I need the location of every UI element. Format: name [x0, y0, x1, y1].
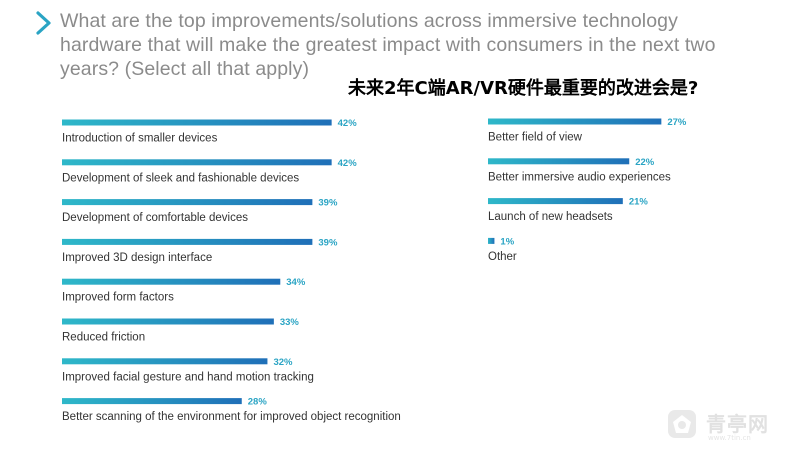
data-label: 1%: [500, 236, 514, 247]
category-label: Improved form factors: [62, 292, 174, 304]
data-label: 32%: [273, 357, 293, 368]
data-label: 39%: [318, 237, 338, 248]
watermark-logo: 青亭网 www.7tin.cn: [666, 406, 788, 446]
data-label: 33%: [280, 317, 300, 328]
data-label: 39%: [318, 198, 338, 209]
category-label: Reduced friction: [62, 332, 145, 344]
bar: [62, 358, 268, 365]
watermark-text: 青亭网: [706, 412, 769, 436]
bar: [62, 318, 274, 325]
bar: [62, 199, 313, 206]
data-label: 22%: [635, 157, 655, 168]
category-label: Better field of view: [488, 132, 583, 144]
category-label: Introduction of smaller devices: [62, 133, 218, 145]
category-label: Development of sleek and fashionable dev…: [62, 172, 299, 184]
data-label: 27%: [667, 117, 687, 128]
bar: [488, 158, 630, 165]
data-label: 28%: [248, 397, 268, 408]
category-label: Other: [488, 251, 517, 263]
data-label: 21%: [629, 197, 649, 208]
data-label: 34%: [286, 277, 306, 288]
data-label: 42%: [338, 158, 358, 169]
bar: [62, 238, 313, 245]
category-label: Better scanning of the environment for i…: [62, 411, 401, 423]
bar: [62, 398, 242, 405]
data-label: 42%: [338, 118, 358, 129]
bar: [488, 118, 662, 125]
watermark-icon: [668, 410, 696, 438]
bar: [488, 237, 495, 244]
bar: [62, 159, 332, 166]
bar: [62, 278, 281, 285]
bar: [62, 119, 332, 126]
chevron-right-icon: [36, 11, 51, 35]
category-label: Better immersive audio experiences: [488, 171, 671, 183]
chinese-title: 未来2年C端AR/VR硬件最重要的改进会是?: [344, 73, 703, 101]
survey-question: What are the top improvements/solutions …: [60, 10, 716, 80]
category-label: Improved facial gesture and hand motion …: [62, 371, 314, 383]
category-label: Improved 3D design interface: [62, 252, 212, 264]
watermark-subtext: www.7tin.cn: [708, 434, 751, 442]
category-label: Launch of new headsets: [488, 211, 613, 223]
category-label: Development of comfortable devices: [62, 212, 248, 224]
bar: [488, 198, 623, 205]
